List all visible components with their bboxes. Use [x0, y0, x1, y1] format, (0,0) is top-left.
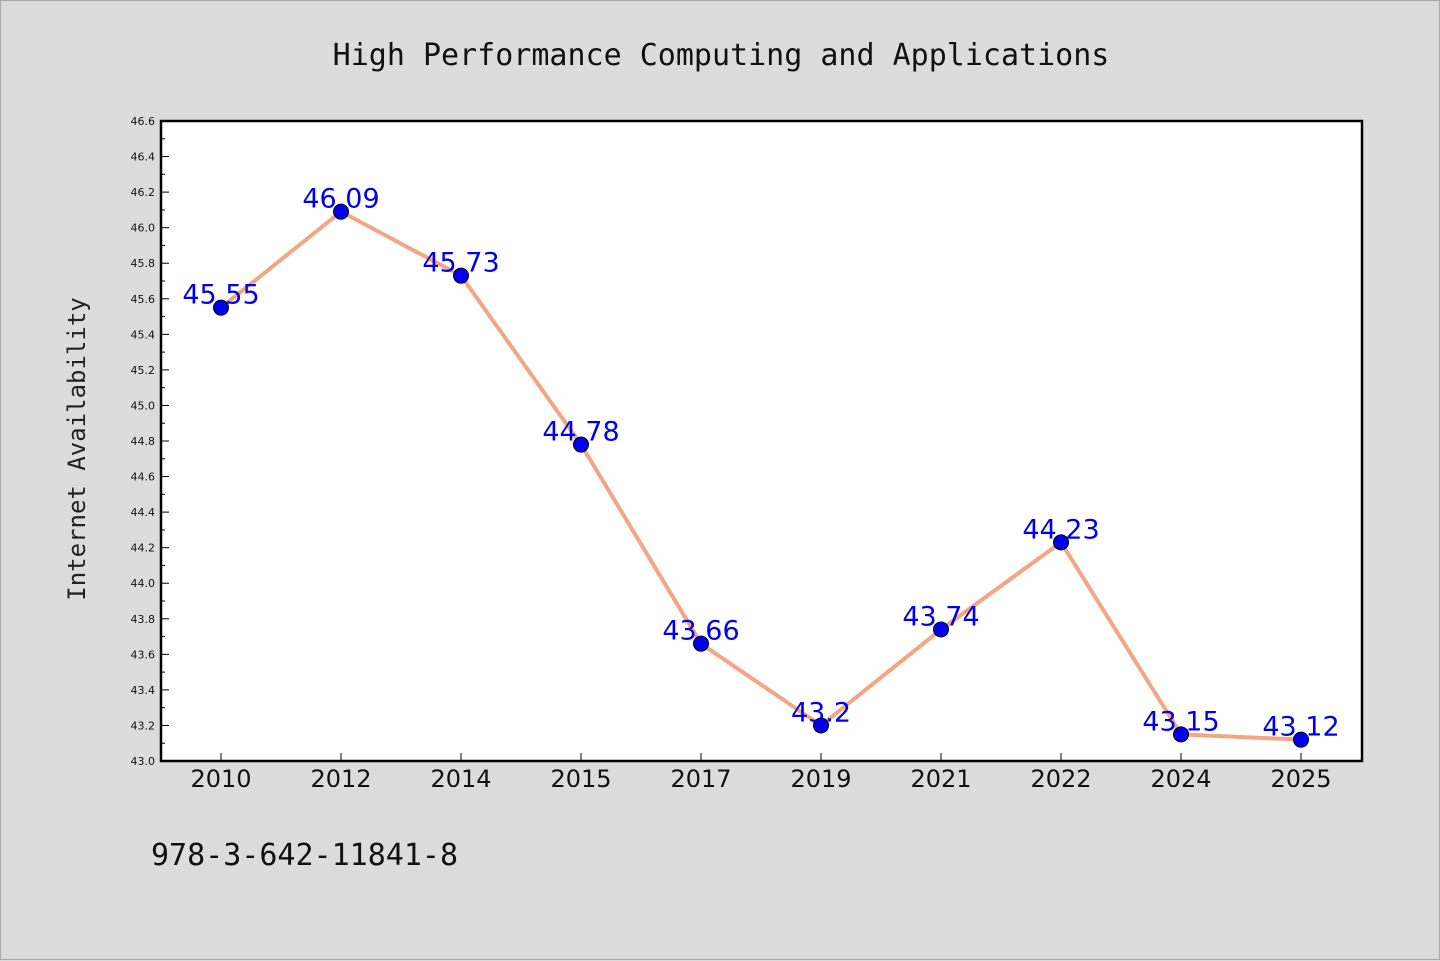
data-point [573, 436, 589, 453]
plot-area [159, 119, 1364, 763]
data-label: 45.73 [422, 248, 499, 279]
y-tick-label: 43.4 [131, 684, 156, 697]
series-polyline [219, 209, 1302, 742]
x-tick-label: 2022 [1030, 765, 1091, 793]
x-tick-label: 2024 [1150, 765, 1211, 793]
data-point [333, 203, 349, 220]
y-tick-label: 44.6 [131, 471, 156, 484]
x-axis: 2010 2012 2014 2015 2017 2019 2021 2022 2024 2025 [190, 753, 1332, 793]
y-tick-label: 45.6 [131, 293, 156, 306]
data-label: 44.23 [1022, 514, 1099, 545]
series-line [213, 203, 1309, 748]
y-tick-label: 43.2 [131, 719, 156, 732]
y-axis-label: Internet Availability [63, 297, 91, 600]
data-point [1053, 534, 1069, 551]
y-tick-label: 43.8 [131, 613, 156, 626]
y-tick-label: 46.2 [131, 186, 156, 199]
y-tick-label: 44.0 [131, 577, 156, 590]
y-tick-label: 45.2 [131, 364, 156, 377]
x-tick-label: 2014 [430, 765, 491, 793]
data-label: 43.66 [662, 616, 739, 647]
y-tick-label: 44.4 [131, 506, 156, 519]
data-label: 45.55 [182, 280, 259, 311]
data-point [453, 267, 469, 284]
x-tick-label: 2021 [910, 765, 971, 793]
x-tick-label: 2025 [1270, 765, 1331, 793]
data-point [1173, 726, 1189, 743]
y-tick-label: 44.2 [131, 542, 156, 555]
data-label: 43.2 [791, 697, 851, 728]
y-tick-label: 46.0 [131, 222, 156, 235]
isbn-footer: 978-3-642-11841-8 [151, 838, 458, 873]
x-tick-label: 2015 [550, 765, 611, 793]
y-tick-label: 44.8 [131, 435, 156, 448]
data-point [213, 299, 229, 316]
data-labels: 45.55 46.09 45.73 44.78 43.66 43.2 43.74 44.23 4… [182, 184, 1339, 743]
y-tick-label: 43.6 [131, 648, 156, 661]
data-label: 44.78 [542, 417, 619, 448]
y-tick-label: 45.4 [131, 328, 156, 341]
y-tick-label: 45.0 [131, 399, 156, 412]
chart-title: High Performance Computing and Applicati… [333, 38, 1110, 73]
x-tick-label: 2012 [310, 765, 371, 793]
data-point [933, 621, 949, 638]
x-tick-label: 2010 [190, 765, 251, 793]
y-axis: 43.0 43.2 43.4 43.6 43.8 44.0 44.2 44.4 44.6 44.8… [131, 115, 169, 768]
data-point [813, 717, 829, 734]
data-label: 43.15 [1142, 706, 1219, 737]
y-tick-label: 46.4 [131, 151, 156, 164]
y-tick-label: 46.6 [131, 115, 156, 128]
y-tick-label: 45.8 [131, 257, 156, 270]
x-tick-label: 2017 [670, 765, 731, 793]
data-point [1293, 731, 1309, 748]
data-label: 43.74 [902, 601, 979, 632]
data-label: 46.09 [302, 184, 379, 215]
y-tick-label: 43.0 [131, 755, 156, 768]
data-point [693, 635, 709, 652]
x-tick-label: 2019 [790, 765, 851, 793]
data-label: 43.12 [1262, 712, 1339, 743]
